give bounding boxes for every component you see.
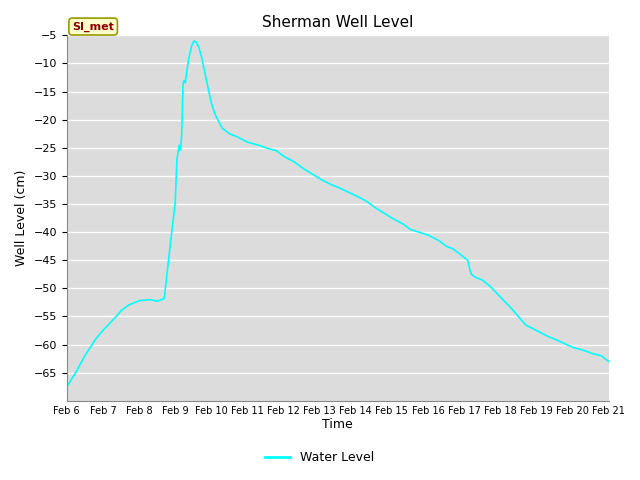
X-axis label: Time: Time	[323, 419, 353, 432]
Title: Sherman Well Level: Sherman Well Level	[262, 15, 413, 30]
Y-axis label: Well Level (cm): Well Level (cm)	[15, 170, 28, 266]
Text: SI_met: SI_met	[72, 22, 114, 32]
Legend: Water Level: Water Level	[260, 446, 380, 469]
